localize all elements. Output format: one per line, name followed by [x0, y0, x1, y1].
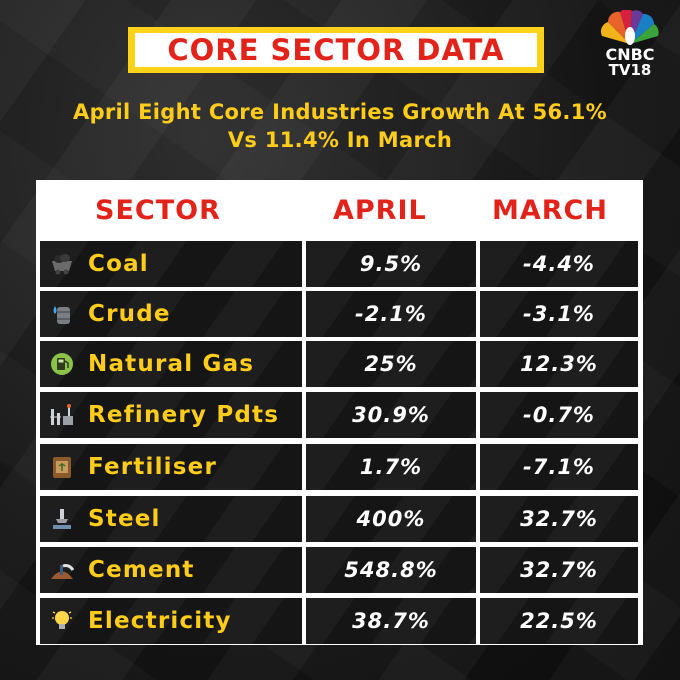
- sector-cell: Coal: [40, 241, 302, 287]
- april-value-cell: 30.9%: [306, 392, 476, 438]
- march-value: -7.1%: [523, 455, 595, 479]
- march-value-cell: 12.3%: [480, 341, 638, 387]
- sector-name: Electricity: [88, 608, 232, 634]
- sector-name: Natural Gas: [88, 351, 255, 377]
- table-row: Cement 548.8% 32.7%: [40, 547, 638, 593]
- march-value: -4.4%: [523, 252, 595, 276]
- table-row: Natural Gas 25% 12.3%: [40, 341, 638, 387]
- april-value: 548.8%: [344, 558, 438, 582]
- steel-mill-icon: [49, 506, 75, 532]
- page-title: CORE SECTOR DATA: [135, 33, 537, 67]
- sector-name: Cement: [88, 557, 195, 583]
- oil-barrel-icon: [49, 301, 75, 327]
- april-value: 400%: [356, 507, 426, 531]
- march-value-cell: 32.7%: [480, 496, 638, 542]
- april-value: 25%: [364, 352, 418, 376]
- refinery-icon: [49, 402, 75, 428]
- logo-tv18-text: TV18: [608, 61, 652, 79]
- march-value: 32.7%: [520, 558, 598, 582]
- light-bulb-icon: [49, 608, 75, 634]
- sector-name: Coal: [88, 251, 149, 277]
- march-value: 22.5%: [520, 609, 598, 633]
- sector-cell: Natural Gas: [40, 341, 302, 387]
- april-value: 9.5%: [359, 252, 423, 276]
- title-banner: CORE SECTOR DATA: [128, 27, 544, 73]
- subtitle-line-2: Vs 11.4% In March: [227, 128, 453, 152]
- column-header-sector: SECTOR: [95, 195, 221, 226]
- april-value-cell: 400%: [306, 496, 476, 542]
- logo-cnbc-text: CNBC: [605, 45, 655, 64]
- column-header-april: APRIL: [333, 195, 427, 226]
- april-value: 30.9%: [352, 403, 430, 427]
- march-value-cell: -4.4%: [480, 241, 638, 287]
- gas-pump-icon: [49, 351, 75, 377]
- table-row: Refinery Pdts 30.9% -0.7%: [40, 392, 638, 438]
- march-value-cell: 22.5%: [480, 598, 638, 644]
- sector-cell: Electricity: [40, 598, 302, 644]
- table-row: Steel 400% 32.7%: [40, 496, 638, 542]
- april-value-cell: 25%: [306, 341, 476, 387]
- subtitle-line-1: April Eight Core Industries Growth At 56…: [73, 100, 607, 124]
- march-value: -0.7%: [523, 403, 595, 427]
- april-value-cell: -2.1%: [306, 291, 476, 337]
- peacock-icon: [600, 10, 659, 45]
- table-row: Electricity 38.7% 22.5%: [40, 598, 638, 644]
- column-header-march: MARCH: [492, 195, 608, 226]
- sector-cell: Steel: [40, 496, 302, 542]
- april-value-cell: 548.8%: [306, 547, 476, 593]
- fertiliser-bag-icon: [49, 454, 75, 480]
- table-row: Crude -2.1% -3.1%: [40, 291, 638, 337]
- cnbc-tv18-logo: CNBC TV18: [590, 10, 670, 88]
- sector-name: Steel: [88, 506, 161, 532]
- april-value: 38.7%: [352, 609, 430, 633]
- sector-name: Fertiliser: [88, 454, 217, 480]
- april-value-cell: 1.7%: [306, 444, 476, 490]
- april-value-cell: 38.7%: [306, 598, 476, 644]
- sector-cell: Crude: [40, 291, 302, 337]
- sector-name: Refinery Pdts: [88, 402, 280, 428]
- march-value: 12.3%: [520, 352, 598, 376]
- march-value-cell: -3.1%: [480, 291, 638, 337]
- table-row: Fertiliser 1.7% -7.1%: [40, 444, 638, 490]
- table-row: Coal 9.5% -4.4%: [40, 241, 638, 287]
- coal-cart-icon: [49, 251, 75, 277]
- march-value: -3.1%: [523, 302, 595, 326]
- april-value: 1.7%: [359, 455, 423, 479]
- march-value: 32.7%: [520, 507, 598, 531]
- march-value-cell: -0.7%: [480, 392, 638, 438]
- march-value-cell: -7.1%: [480, 444, 638, 490]
- april-value: -2.1%: [355, 302, 427, 326]
- april-value-cell: 9.5%: [306, 241, 476, 287]
- march-value-cell: 32.7%: [480, 547, 638, 593]
- sector-cell: Cement: [40, 547, 302, 593]
- sector-cell: Fertiliser: [40, 444, 302, 490]
- sector-cell: Refinery Pdts: [40, 392, 302, 438]
- cement-mixer-icon: [49, 557, 75, 583]
- sector-name: Crude: [88, 301, 171, 327]
